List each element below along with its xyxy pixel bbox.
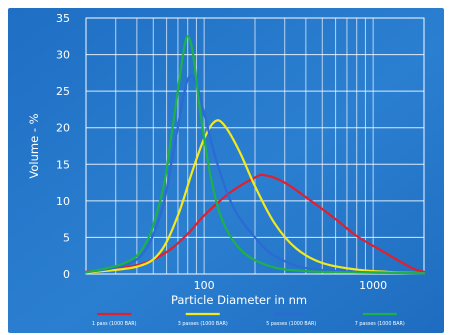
y-tick-label: 35 <box>56 12 70 25</box>
series-line-4 <box>84 35 426 275</box>
legend-label: 1 pass (1000 BAR) <box>92 321 137 327</box>
chart-background <box>8 8 444 333</box>
series-line-2 <box>84 119 426 275</box>
legend-label: 5 passes (1000 BAR) <box>266 321 316 327</box>
series-line-3 <box>84 74 426 275</box>
y-tick-label: 15 <box>56 158 70 171</box>
y-tick-label: 20 <box>56 122 70 135</box>
y-tick-label: 25 <box>56 85 70 98</box>
axes: 0 5 10 15 20 25 30 35 100 1000 Particle Diameter i… <box>27 12 425 307</box>
plot-frame <box>85 17 425 275</box>
series-lines <box>84 35 426 275</box>
y-tick-label: 10 <box>56 195 70 208</box>
x-axis-title: Particle Diameter in nm <box>171 293 307 307</box>
grid <box>85 17 425 275</box>
x-tick-label: 1000 <box>359 279 387 292</box>
legend-label: 7 passes (1000 BAR) <box>355 321 405 327</box>
y-tick-label: 30 <box>56 49 70 62</box>
legend-label: 3 passes (1000 BAR) <box>178 321 228 327</box>
legend: 1 pass (1000 BAR) 3 passes (1000 BAR) 5 pa… <box>92 312 405 327</box>
y-tick-label: 0 <box>63 268 70 281</box>
series-line-1 <box>84 173 426 273</box>
x-tick-label: 100 <box>194 279 215 292</box>
y-axis-title: Volume - % <box>27 113 41 178</box>
y-tick-label: 5 <box>63 231 70 244</box>
